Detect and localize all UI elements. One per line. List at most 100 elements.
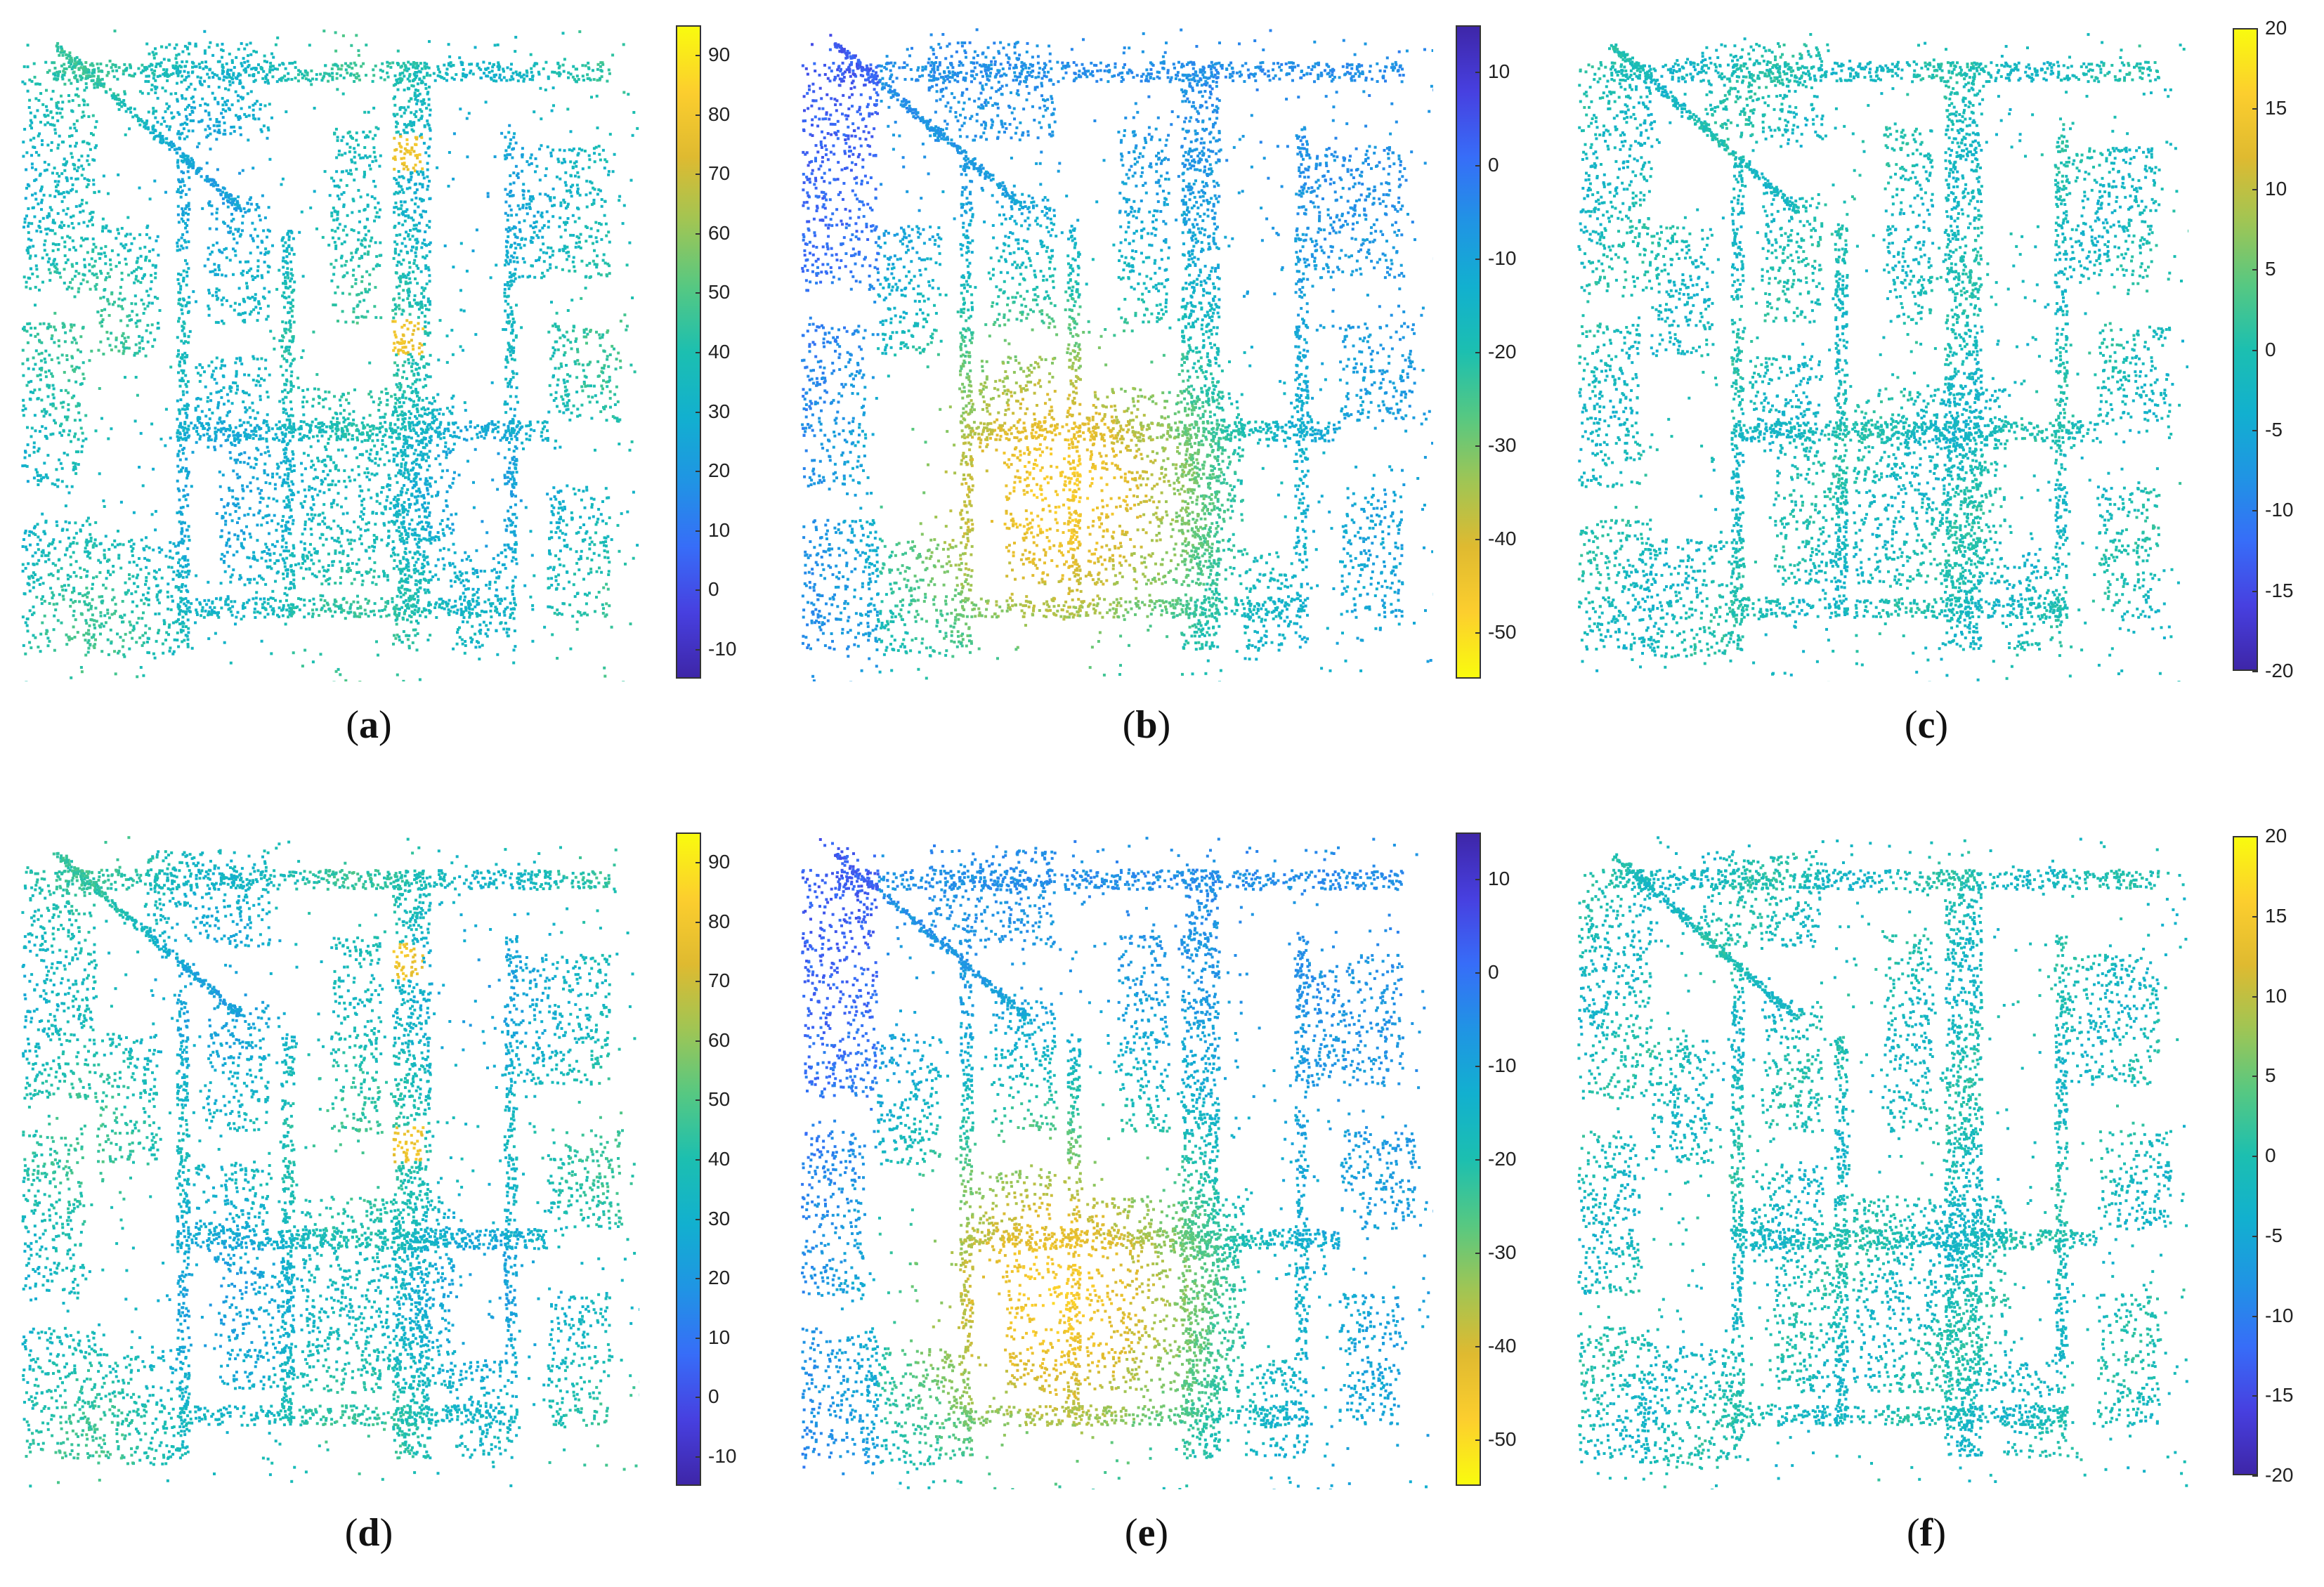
colorbar-tick-label: -15 xyxy=(2265,580,2293,602)
colorbar-tick xyxy=(696,648,701,651)
colorbar-tick xyxy=(2252,590,2258,592)
panel-caption: (a) xyxy=(299,703,439,747)
colorbar-tick-label: 20 xyxy=(2265,825,2287,847)
colorbar-tick xyxy=(2252,429,2258,431)
colorbar-tick xyxy=(696,862,701,864)
colorbar-tick xyxy=(2252,108,2258,110)
colorbar-tick xyxy=(2252,28,2258,30)
colorbar-tick xyxy=(2252,995,2258,998)
point-cloud-map xyxy=(1577,28,2188,681)
colorbar-tick-label: 30 xyxy=(708,400,730,423)
colorbar-tick-label: -10 xyxy=(708,1445,736,1468)
colorbar-tick-label: 0 xyxy=(2265,1144,2276,1167)
colorbar-tick xyxy=(2252,1076,2258,1078)
colorbar-tick xyxy=(696,1397,701,1399)
colorbar-tick xyxy=(2252,1235,2258,1237)
panel-caption: (e) xyxy=(1076,1510,1217,1555)
point-cloud xyxy=(21,30,639,681)
panel-caption: (d) xyxy=(299,1510,439,1555)
point-cloud-svg xyxy=(1577,33,2188,681)
point-cloud-map xyxy=(1577,836,2188,1489)
panel-caption: (c) xyxy=(1856,703,1997,747)
colorbar-tick-label: 5 xyxy=(2265,1064,2276,1087)
colorbar-tick xyxy=(696,981,701,983)
colorbar-tick-label: 80 xyxy=(708,910,730,933)
colorbar-tick xyxy=(2252,836,2258,837)
point-cloud-map xyxy=(21,28,639,681)
colorbar-tick-label: 40 xyxy=(708,341,730,363)
colorbar-tick xyxy=(696,55,701,57)
colorbar-tick-label: -50 xyxy=(1488,621,1516,644)
colorbar-tick-label: -20 xyxy=(2265,660,2293,682)
point-cloud xyxy=(1577,836,2188,1489)
colorbar-tick-label: 0 xyxy=(1488,154,1499,176)
colorbar-tick xyxy=(1475,538,1481,540)
colorbar-tick-label: 30 xyxy=(708,1208,730,1230)
colorbar-tick xyxy=(2252,915,2258,917)
colorbar-tick-label: -50 xyxy=(1488,1428,1516,1451)
colorbar-tick xyxy=(2252,671,2258,672)
colorbar-tick xyxy=(1475,879,1481,881)
colorbar-tick xyxy=(696,1337,701,1339)
colorbar-tick xyxy=(1475,1439,1481,1441)
colorbar-tick-label: -10 xyxy=(708,638,736,660)
colorbar-tick xyxy=(2252,349,2258,351)
point-cloud-svg xyxy=(21,836,639,1488)
colorbar-tick-label: 90 xyxy=(708,44,730,66)
colorbar-tick-label: 5 xyxy=(2265,258,2276,280)
colorbar-tick xyxy=(696,1159,701,1161)
colorbar-tick-label: 70 xyxy=(708,162,730,185)
colorbar-tick-label: -5 xyxy=(2265,419,2283,441)
colorbar-tick xyxy=(696,530,701,532)
colorbar-tick xyxy=(696,589,701,592)
colorbar-tick xyxy=(1475,972,1481,974)
colorbar-tick xyxy=(1475,1252,1481,1254)
colorbar-tick xyxy=(696,352,701,353)
colorbar-tick-label: 0 xyxy=(1488,961,1499,984)
colorbar-tick-label: 10 xyxy=(2265,178,2287,200)
colorbar-tick-label: 15 xyxy=(2265,97,2287,119)
colorbar-tick-label: 60 xyxy=(708,222,730,244)
colorbar-tick xyxy=(2252,269,2258,271)
colorbar-tick-label: 50 xyxy=(708,1088,730,1111)
point-cloud-map xyxy=(801,28,1433,681)
colorbar-tick-label: 60 xyxy=(708,1029,730,1052)
colorbar-tick xyxy=(1475,259,1481,261)
colorbar-tick-label: 10 xyxy=(1488,868,1510,890)
colorbar-tick xyxy=(696,174,701,176)
colorbar-tick-label: -20 xyxy=(2265,1464,2293,1487)
colorbar-tick xyxy=(2252,1156,2258,1157)
colorbar-tick-label: -40 xyxy=(1488,1335,1516,1357)
colorbar-tick xyxy=(2252,188,2258,190)
colorbar-tick-label: -30 xyxy=(1488,434,1516,457)
colorbar-tick-label: 10 xyxy=(2265,985,2287,1007)
point-cloud xyxy=(1577,33,2188,681)
colorbar-tick-label: -15 xyxy=(2265,1384,2293,1406)
point-cloud xyxy=(21,836,639,1488)
colorbar-tick xyxy=(1475,352,1481,353)
colorbar-tick-label: -10 xyxy=(2265,499,2293,521)
colorbar-tick-label: -40 xyxy=(1488,528,1516,550)
colorbar-tick-label: -5 xyxy=(2265,1224,2283,1247)
panel-caption: (f) xyxy=(1856,1510,1997,1555)
colorbar-tick xyxy=(696,114,701,116)
colorbar-tick xyxy=(696,292,701,294)
colorbar-tick xyxy=(2252,1475,2258,1477)
colorbar-tick-label: 20 xyxy=(2265,17,2287,39)
colorbar-tick xyxy=(696,1218,701,1220)
colorbar-tick xyxy=(1475,1159,1481,1161)
colorbar-tick xyxy=(1475,632,1481,634)
colorbar-tick xyxy=(696,1099,701,1102)
point-cloud xyxy=(801,837,1433,1489)
colorbar-tick-label: 10 xyxy=(708,1326,730,1349)
colorbar-tick-label: 0 xyxy=(708,578,719,601)
colorbar-tick-label: -10 xyxy=(1488,1054,1516,1077)
colorbar-tick xyxy=(696,471,701,473)
colorbar-tick-label: 70 xyxy=(708,969,730,992)
point-cloud-svg xyxy=(801,837,1433,1489)
colorbar-tick-label: 20 xyxy=(708,459,730,482)
colorbar-tick-label: 20 xyxy=(708,1267,730,1289)
colorbar-tick xyxy=(1475,1345,1481,1347)
colorbar-tick xyxy=(2252,1395,2258,1397)
